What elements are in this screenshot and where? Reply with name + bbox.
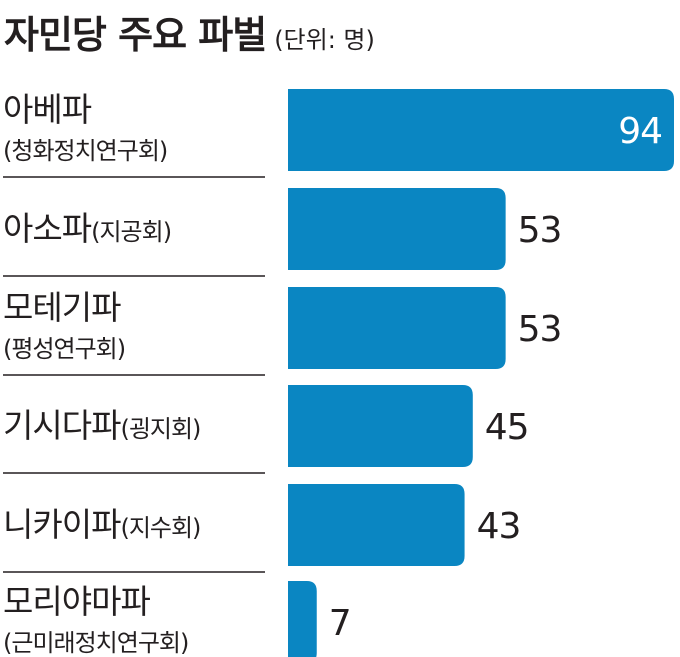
- data-label: 53: [518, 309, 562, 350]
- category-sublabel: (평성연구회): [3, 335, 125, 363]
- data-label: 43: [477, 506, 521, 547]
- bar: [288, 385, 473, 467]
- category-label: 아베파: [3, 90, 92, 129]
- unit-label: (단위: 명): [274, 26, 375, 54]
- category-sublabel: (굉지회): [120, 415, 200, 443]
- category-label: 아소파(지공회): [3, 209, 171, 248]
- category-name: 니카이파: [3, 505, 121, 544]
- title-row: 자민당 주요 파벌 (단위: 명): [4, 4, 375, 59]
- category-sublabel: (근미래정치연구회): [3, 629, 188, 657]
- category-label: 모리야마파: [3, 582, 150, 621]
- data-label: 53: [518, 210, 562, 251]
- bar: [288, 287, 506, 369]
- chart-title: 자민당 주요 파벌: [4, 13, 267, 57]
- data-label: 94: [618, 111, 662, 152]
- category-sublabel: (지공회): [91, 218, 171, 246]
- bar: [288, 89, 674, 171]
- data-label: 7: [329, 603, 351, 644]
- category-name: 아소파: [3, 209, 92, 248]
- bar: [288, 581, 317, 657]
- category-name: 기시다파: [3, 406, 121, 445]
- category-label: 기시다파(굉지회): [3, 406, 200, 445]
- category-label: 니카이파(지수회): [3, 505, 200, 544]
- category-sublabel: (청화정치연구회): [3, 137, 167, 165]
- bar: [288, 484, 465, 566]
- category-label: 모테기파: [3, 288, 121, 327]
- bar: [288, 188, 506, 270]
- data-label: 45: [485, 407, 529, 448]
- category-sublabel: (지수회): [120, 514, 200, 542]
